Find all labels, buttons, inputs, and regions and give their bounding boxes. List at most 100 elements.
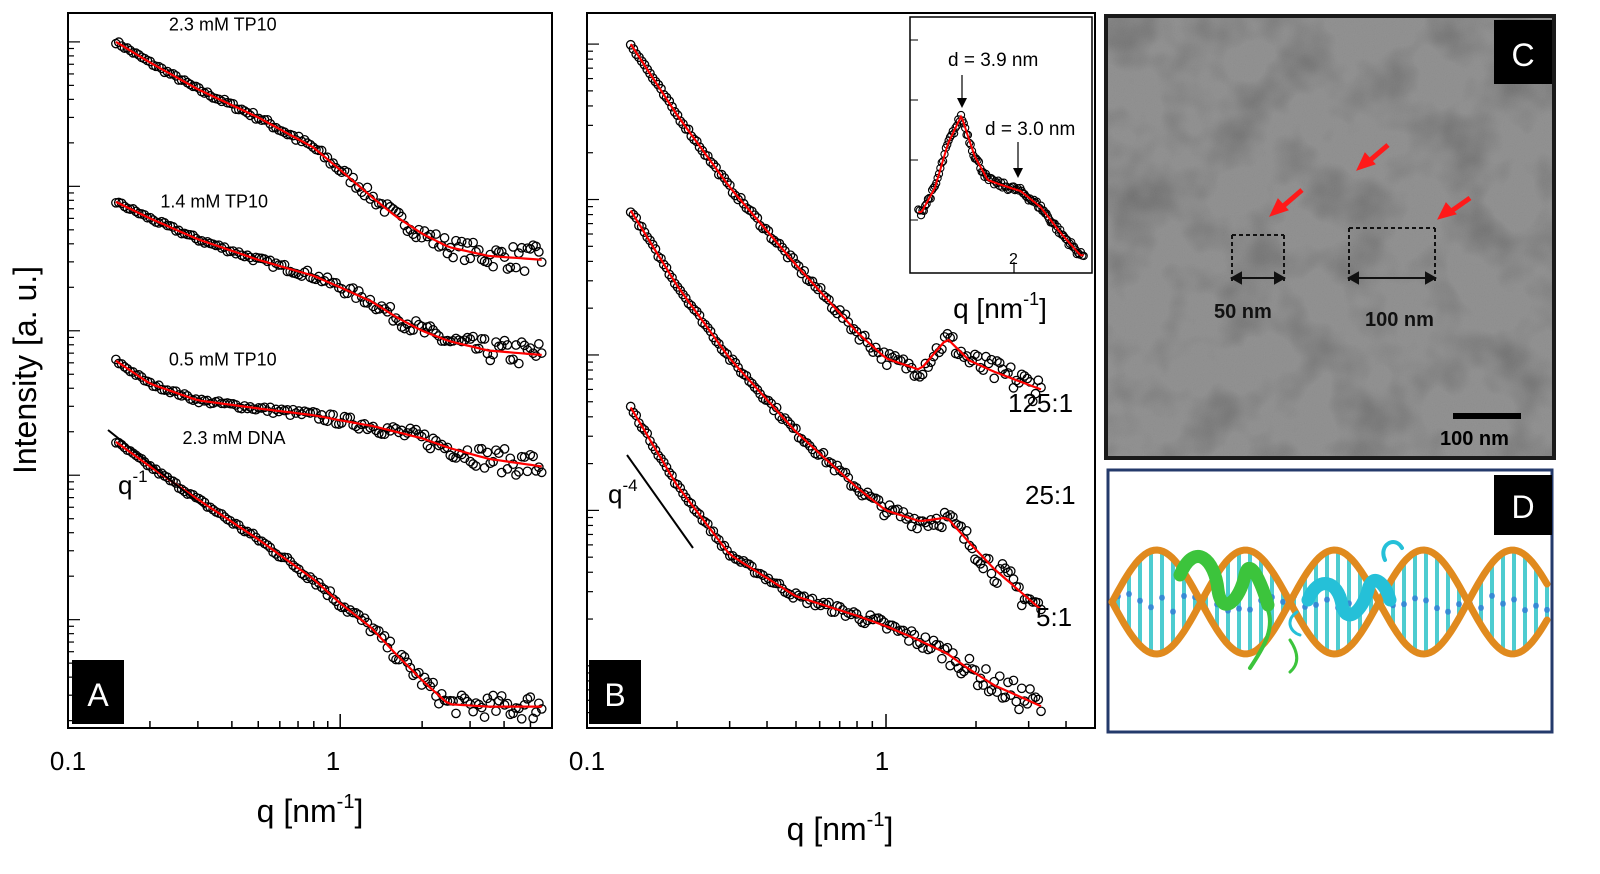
data-point <box>422 440 433 451</box>
data-point <box>658 89 669 100</box>
panel-a-label-box <box>72 660 124 724</box>
data-point <box>522 694 533 704</box>
data-point <box>534 339 544 349</box>
data-point <box>328 594 338 604</box>
data-point <box>645 436 655 446</box>
inset-data-point <box>1021 192 1030 201</box>
dna-base-atom <box>1137 597 1143 604</box>
data-point <box>176 75 187 86</box>
inset-fit-line <box>918 114 1084 257</box>
panel-d-peptide-cyan <box>1288 540 1404 637</box>
data-point <box>791 259 801 269</box>
data-point <box>468 331 478 342</box>
data-point <box>165 69 176 79</box>
data-point <box>1027 597 1038 607</box>
data-point <box>782 416 793 427</box>
data-point <box>162 66 173 77</box>
data-point <box>376 632 387 643</box>
data-point <box>111 437 121 448</box>
data-point <box>708 159 719 170</box>
data-point <box>336 418 347 428</box>
dna-base-atom <box>1247 606 1253 613</box>
data-point <box>975 558 986 569</box>
dna-base-atom <box>1511 596 1517 603</box>
data-point <box>700 517 710 527</box>
data-point <box>653 251 664 262</box>
data-point <box>242 107 253 118</box>
data-point <box>488 456 498 467</box>
data-point <box>689 304 699 315</box>
data-point <box>1008 675 1019 686</box>
data-point <box>368 191 378 202</box>
data-point <box>865 491 876 502</box>
data-point <box>456 236 467 247</box>
data-point <box>722 177 732 188</box>
inset-arrowhead-3.9nm <box>957 98 967 108</box>
data-point <box>488 261 498 272</box>
data-point <box>986 685 997 695</box>
data-point <box>848 324 859 334</box>
data-point <box>462 238 473 248</box>
data-point <box>456 690 467 701</box>
data-point <box>821 292 832 303</box>
data-point <box>862 337 873 348</box>
data-point <box>686 131 697 142</box>
panel-d-label-box <box>1494 475 1552 535</box>
panel-a-series <box>111 37 547 724</box>
data-point <box>639 227 650 238</box>
fit-line <box>115 200 542 357</box>
data-point <box>468 459 478 469</box>
data-point <box>508 708 518 719</box>
panel-a-series-labels: 2.3 mM TP10 1.4 mM TP10 0.5 mM TP10 2.3 mM … <box>160 14 285 448</box>
data-point <box>185 79 196 90</box>
data-point <box>528 451 538 462</box>
data-point <box>451 708 461 719</box>
series-label: 0.5 mM TP10 <box>169 349 277 369</box>
dna-base-atom <box>1456 601 1462 608</box>
data-point <box>992 578 1002 588</box>
fit-line <box>115 441 542 708</box>
data-point <box>531 241 541 252</box>
data-point <box>439 233 450 243</box>
data-point <box>122 363 133 374</box>
data-point <box>689 134 699 145</box>
data-point <box>680 293 691 303</box>
data-point <box>525 692 536 702</box>
dna-base-atom <box>1236 605 1242 612</box>
data-point <box>981 664 991 674</box>
data-point <box>322 152 333 163</box>
data-point <box>881 360 892 371</box>
panel-d-peptide-green <box>1173 550 1299 674</box>
data-point <box>697 317 708 328</box>
data-point <box>534 247 544 257</box>
data-point <box>502 464 513 474</box>
data-point <box>534 462 544 473</box>
fit-line <box>629 209 1042 611</box>
data-point <box>139 53 150 64</box>
data-point <box>125 45 136 56</box>
panel-b-slope-label: q-4 <box>608 476 638 509</box>
data-point <box>311 407 321 418</box>
data-point <box>810 281 821 292</box>
panel-b-series-label-25-1: 25:1 <box>1025 480 1076 510</box>
panel-b-series-label-5-1: 5:1 <box>1036 602 1072 632</box>
data-point <box>992 687 1002 697</box>
data-point <box>1019 371 1030 381</box>
data-point <box>282 405 293 415</box>
panel-b-series-label-125-1: 125:1 <box>1008 388 1073 418</box>
data-point <box>848 481 859 491</box>
dna-base-atom <box>1544 606 1550 613</box>
panel-b-x-tick-0.1: 0.1 <box>569 746 605 776</box>
data-point <box>639 59 650 70</box>
data-point <box>741 370 752 381</box>
data-point <box>171 478 181 488</box>
data-point <box>763 395 774 406</box>
data-point <box>514 358 524 369</box>
panel-d-dna-helix <box>1108 546 1551 658</box>
data-point <box>179 486 190 497</box>
inset-data-point <box>959 119 968 128</box>
data-point <box>536 467 547 478</box>
data-point <box>379 304 390 314</box>
data-point <box>722 545 732 556</box>
data-point <box>468 237 478 248</box>
